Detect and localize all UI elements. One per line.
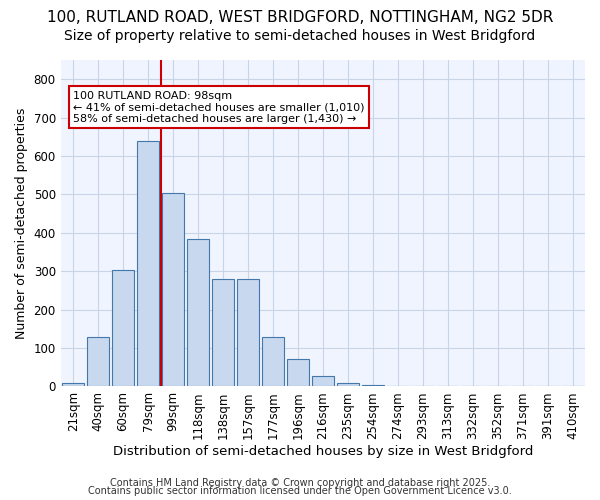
Bar (236, 279, 259, 386)
Bar (337, 382, 359, 386)
Bar (262, 336, 284, 386)
Y-axis label: Number of semi-detached properties: Number of semi-detached properties (15, 108, 28, 339)
Bar (311, 376, 334, 386)
Bar (137, 142, 159, 386)
Bar (362, 384, 384, 386)
X-axis label: Distribution of semi-detached houses by size in West Bridgford: Distribution of semi-detached houses by … (113, 444, 533, 458)
Text: Size of property relative to semi-detached houses in West Bridgford: Size of property relative to semi-detach… (64, 29, 536, 43)
Bar (162, 194, 184, 386)
Bar (62, 384, 85, 386)
Text: 100, RUTLAND ROAD, WEST BRIDGFORD, NOTTINGHAM, NG2 5DR: 100, RUTLAND ROAD, WEST BRIDGFORD, NOTTI… (47, 10, 553, 25)
Text: 100 RUTLAND ROAD: 98sqm
← 41% of semi-detached houses are smaller (1,010)
58% of: 100 RUTLAND ROAD: 98sqm ← 41% of semi-de… (73, 90, 365, 124)
Bar (187, 240, 209, 386)
Text: Contains HM Land Registry data © Crown copyright and database right 2025.: Contains HM Land Registry data © Crown c… (110, 478, 490, 488)
Bar (212, 279, 234, 386)
Bar (112, 270, 134, 386)
Bar (287, 359, 309, 386)
Bar (87, 338, 109, 386)
Text: Contains public sector information licensed under the Open Government Licence v3: Contains public sector information licen… (88, 486, 512, 496)
